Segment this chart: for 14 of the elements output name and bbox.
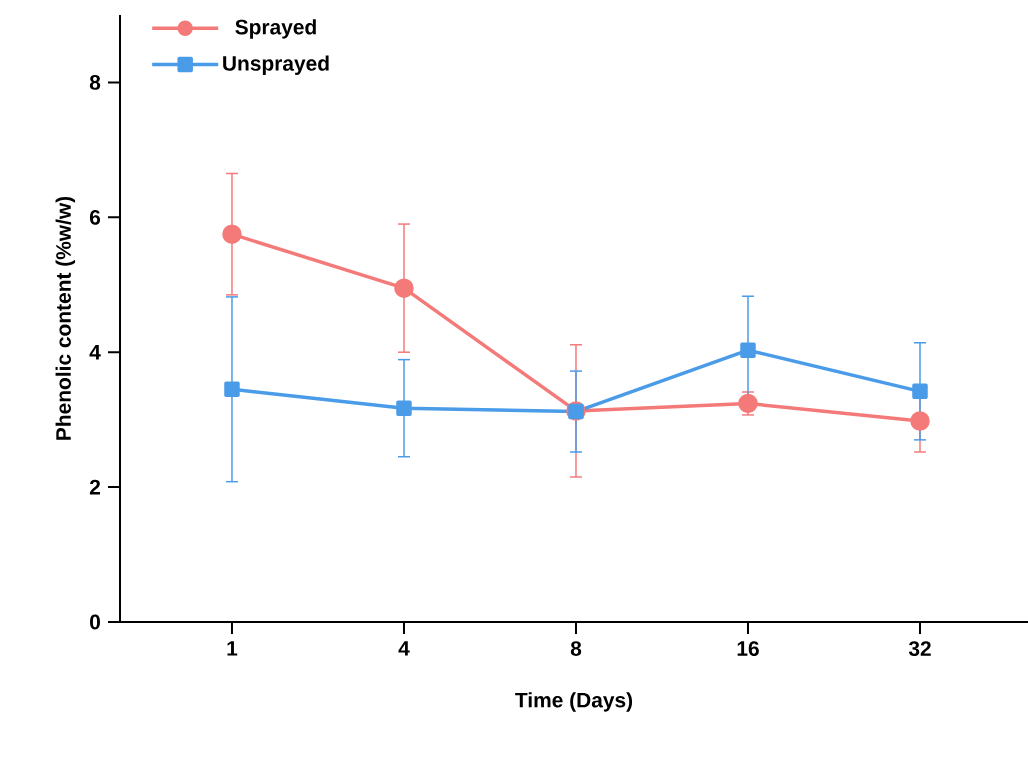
legend-label: Unsprayed bbox=[223, 55, 329, 75]
x-tick-label: 1 bbox=[227, 641, 238, 656]
x-tick-label: 8 bbox=[570, 641, 582, 656]
x-tick-label: 32 bbox=[908, 641, 931, 656]
x-axis-title: Time (Days) bbox=[515, 692, 633, 712]
y-axis-title: Phenolic content (%w/w) bbox=[55, 196, 76, 440]
legend-label: Sprayed bbox=[235, 19, 316, 39]
y-tick-label: 0 bbox=[90, 614, 100, 630]
y-tick-label: 2 bbox=[89, 479, 100, 495]
x-tick-label: 16 bbox=[737, 641, 759, 656]
y-tick-label: 4 bbox=[89, 345, 101, 360]
y-tick-label: 6 bbox=[89, 209, 101, 225]
x-tick-label: 4 bbox=[398, 641, 410, 656]
y-tick-label: 8 bbox=[89, 75, 101, 90]
